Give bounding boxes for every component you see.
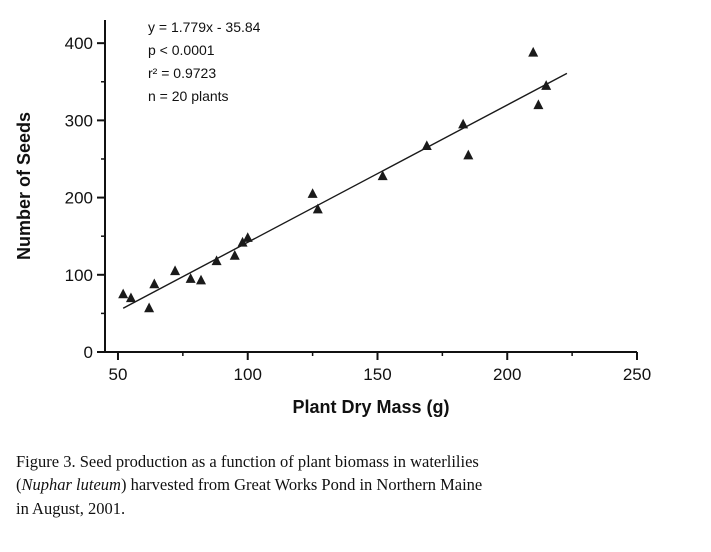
data-point-marker <box>463 149 474 160</box>
x-tick-label: 250 <box>623 365 651 384</box>
stats-annotation-line: n = 20 plants <box>148 88 229 104</box>
caption-text-after: ) harvested from Great Works Pond in Nor… <box>16 475 483 518</box>
data-point-marker <box>533 99 544 110</box>
data-point-marker <box>125 292 136 303</box>
data-point-marker <box>307 188 318 198</box>
x-tick-label: 100 <box>234 365 262 384</box>
figure-caption: Figure 3. Seed production as a function … <box>16 450 494 520</box>
y-tick-label: 0 <box>84 343 93 362</box>
x-tick-label: 200 <box>493 365 521 384</box>
x-tick-label: 50 <box>109 365 128 384</box>
data-point-marker <box>196 274 207 285</box>
data-point-marker <box>421 140 432 151</box>
x-tick-label: 150 <box>363 365 391 384</box>
chart-container: 50 100 150 200 250 0 100 200 300 400 y = 1.779x - … <box>14 19 651 417</box>
data-point-marker <box>541 80 552 90</box>
data-point-marker <box>211 255 222 266</box>
data-point-marker <box>242 232 253 242</box>
data-point-marker <box>237 236 248 247</box>
y-tick-label: 400 <box>65 34 93 53</box>
scatter-plot: 50 100 150 200 250 0 100 200 300 400 y = 1.779x - … <box>14 19 651 417</box>
data-point-marker <box>229 249 240 260</box>
stats-annotation-line: p < 0.0001 <box>148 42 215 58</box>
data-point-marker <box>149 278 160 289</box>
data-point-marker <box>118 288 129 299</box>
stats-annotation-line: y = 1.779x - 35.84 <box>148 19 261 35</box>
stats-annotation-line: r² = 0.9723 <box>148 65 216 81</box>
y-axis-title: Number of Seeds <box>14 112 34 260</box>
regression-line <box>122 72 568 309</box>
caption-text-before: Figure 3. Seed production as a function … <box>16 452 479 495</box>
y-tick-label: 100 <box>65 266 93 285</box>
data-point-marker <box>312 203 323 214</box>
y-tick-label: 200 <box>65 189 93 208</box>
y-tick-label: 300 <box>65 111 93 130</box>
data-point-marker <box>170 265 181 276</box>
data-point-marker <box>185 273 196 283</box>
data-point-marker <box>377 170 388 181</box>
data-point-marker <box>528 46 539 57</box>
caption-species-italic: Nuphar luteum <box>21 475 121 495</box>
x-axis-title: Plant Dry Mass (g) <box>292 397 449 417</box>
data-point-marker <box>144 302 155 313</box>
data-point-marker <box>458 118 469 129</box>
